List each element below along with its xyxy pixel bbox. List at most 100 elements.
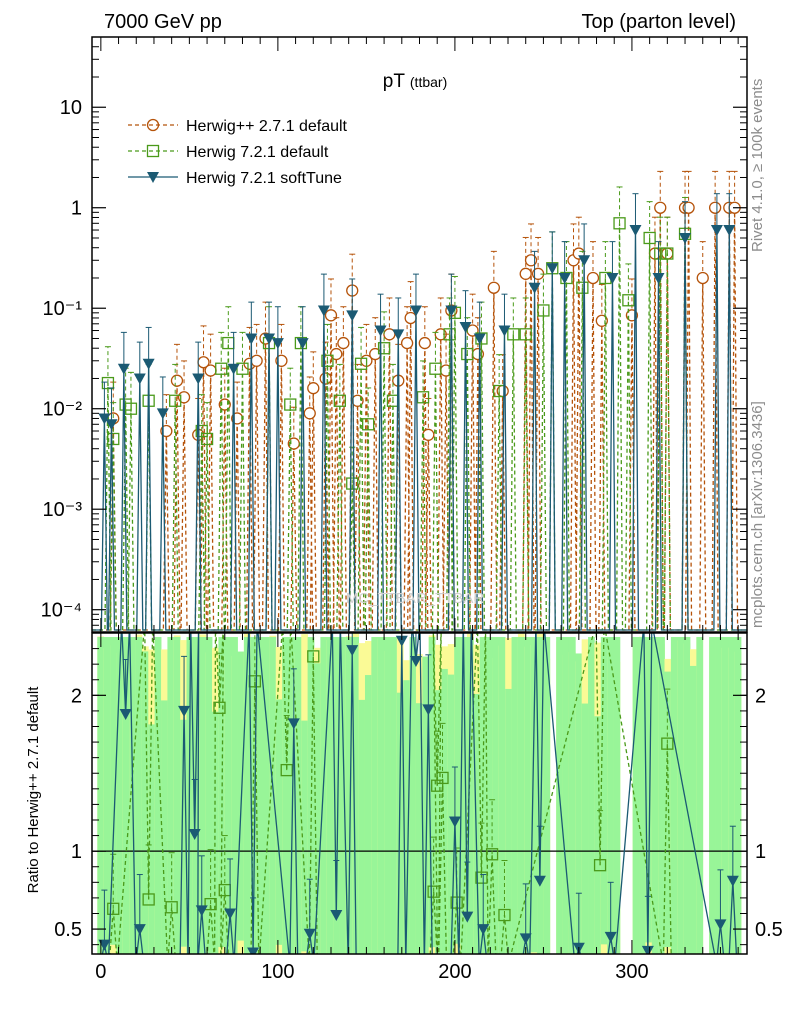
ratio-marker-softtune bbox=[133, 924, 146, 936]
legend-marker-triangle bbox=[147, 172, 159, 183]
marker-herwig721 bbox=[215, 362, 228, 375]
ratio-marker-softtune bbox=[448, 816, 461, 828]
y-tick-label: 10⁻² bbox=[43, 399, 83, 421]
band-green bbox=[466, 637, 474, 954]
marker-herwig721 bbox=[643, 231, 656, 245]
band-green bbox=[141, 651, 149, 954]
marker-herwigpp bbox=[586, 271, 600, 285]
marker-herwig721 bbox=[416, 391, 430, 404]
band-green bbox=[263, 637, 270, 954]
band-green bbox=[320, 637, 328, 954]
legend-entry-softtune: Herwig 7.2.1 softTune bbox=[128, 170, 342, 187]
band-green bbox=[479, 637, 487, 954]
ratio-marker-herwig721 bbox=[107, 902, 120, 915]
band-green bbox=[256, 637, 264, 954]
ratio-marker-softtune bbox=[533, 875, 546, 887]
marker-herwig721 bbox=[107, 432, 120, 446]
band-green bbox=[658, 637, 665, 954]
band-green bbox=[148, 724, 156, 954]
band-green bbox=[103, 637, 111, 954]
header-left: 7000 GeV pp bbox=[104, 11, 222, 33]
band-green bbox=[294, 637, 302, 954]
marker-herwigpp bbox=[654, 201, 667, 214]
marker-herwig721 bbox=[124, 402, 138, 415]
band-green bbox=[307, 637, 315, 954]
ratio-marker-herwig721 bbox=[427, 885, 440, 898]
ratio-marker-softtune bbox=[195, 905, 208, 917]
mcplots-label: mcplots.cern.ch [arXiv:1306.3436] bbox=[749, 401, 766, 628]
band-green bbox=[345, 637, 353, 954]
marker-herwig721 bbox=[321, 354, 334, 367]
band-green bbox=[689, 665, 697, 954]
marker-softtune bbox=[142, 358, 155, 370]
series-line-herwig721 bbox=[92, 223, 747, 631]
ratio-marker-softtune bbox=[224, 908, 237, 920]
marker-herwig721 bbox=[576, 281, 589, 294]
ratio-marker-softtune bbox=[395, 635, 408, 647]
marker-herwig721 bbox=[661, 247, 674, 260]
marker-herwigpp bbox=[170, 374, 184, 387]
band-green bbox=[224, 637, 232, 954]
marker-softtune bbox=[156, 408, 169, 420]
marker-herwigpp bbox=[337, 336, 350, 350]
band-green bbox=[460, 637, 468, 954]
legend-marker-circle bbox=[146, 118, 160, 132]
band-green bbox=[371, 637, 379, 954]
band-green bbox=[677, 637, 685, 954]
marker-herwigpp bbox=[519, 267, 532, 280]
band-green bbox=[473, 693, 481, 954]
series-herwig721 bbox=[92, 186, 747, 631]
band-green bbox=[428, 637, 436, 948]
watermark: MC_TTBAR_TTBAR bbox=[346, 590, 485, 607]
band-green bbox=[613, 637, 621, 954]
ratio-marker-softtune bbox=[519, 933, 532, 945]
marker-herwig721 bbox=[377, 342, 391, 355]
band-green bbox=[122, 637, 130, 954]
y-tick-label: 10⁻⁴ bbox=[41, 600, 82, 622]
marker-herwig721 bbox=[622, 294, 635, 307]
band-green bbox=[543, 637, 551, 954]
marker-herwig721 bbox=[493, 384, 506, 398]
ratio-marker-herwig721 bbox=[218, 883, 231, 897]
marker-softtune bbox=[133, 373, 146, 385]
marker-herwig721 bbox=[222, 336, 235, 350]
marker-herwigpp bbox=[324, 309, 338, 322]
ratio-plot bbox=[92, 633, 747, 954]
rivet-label: Rivet 4.1.0, ≥ 100k events bbox=[749, 79, 766, 252]
band-green bbox=[205, 637, 213, 954]
ratio-marker-herwig721 bbox=[280, 763, 293, 777]
band-green bbox=[199, 637, 207, 954]
ratio-marker-softtune bbox=[303, 928, 316, 940]
marker-softtune bbox=[192, 373, 205, 385]
legend-label-softtune: Herwig 7.2.1 softTune bbox=[186, 170, 342, 187]
band-green bbox=[154, 637, 162, 954]
band-green bbox=[116, 637, 124, 954]
marker-softtune bbox=[723, 225, 736, 237]
band-green bbox=[498, 637, 506, 954]
ratio-y-tick-label: 0.5 bbox=[54, 919, 82, 941]
ratio-marker-softtune bbox=[604, 931, 617, 943]
y-tick-label: 10 bbox=[60, 97, 82, 119]
marker-softtune bbox=[271, 338, 284, 350]
y-tick-label: 10⁻¹ bbox=[43, 298, 83, 320]
marker-softtune bbox=[528, 282, 541, 294]
ratio-marker-herwig721 bbox=[475, 871, 488, 884]
ratio-marker-herwig721 bbox=[498, 908, 511, 922]
band-green bbox=[486, 637, 493, 954]
ratio-y-axis-label: Ratio to Herwig++ 2.7.1 default bbox=[25, 686, 42, 894]
band-green bbox=[492, 637, 500, 954]
band-green bbox=[275, 699, 283, 945]
marker-herwigpp bbox=[708, 201, 722, 214]
band-green bbox=[282, 637, 289, 954]
marker-herwig721 bbox=[354, 357, 368, 370]
ratio-series bbox=[92, 633, 747, 954]
marker-softtune bbox=[498, 325, 511, 337]
band-green bbox=[447, 674, 455, 954]
marker-softtune bbox=[473, 333, 486, 345]
marker-herwigpp bbox=[418, 336, 431, 350]
marker-softtune bbox=[227, 363, 240, 375]
ratio-marker-softtune bbox=[287, 718, 300, 730]
band-green bbox=[454, 637, 461, 944]
marker-softtune bbox=[679, 232, 692, 244]
ratio-marker-herwig721 bbox=[142, 893, 155, 906]
